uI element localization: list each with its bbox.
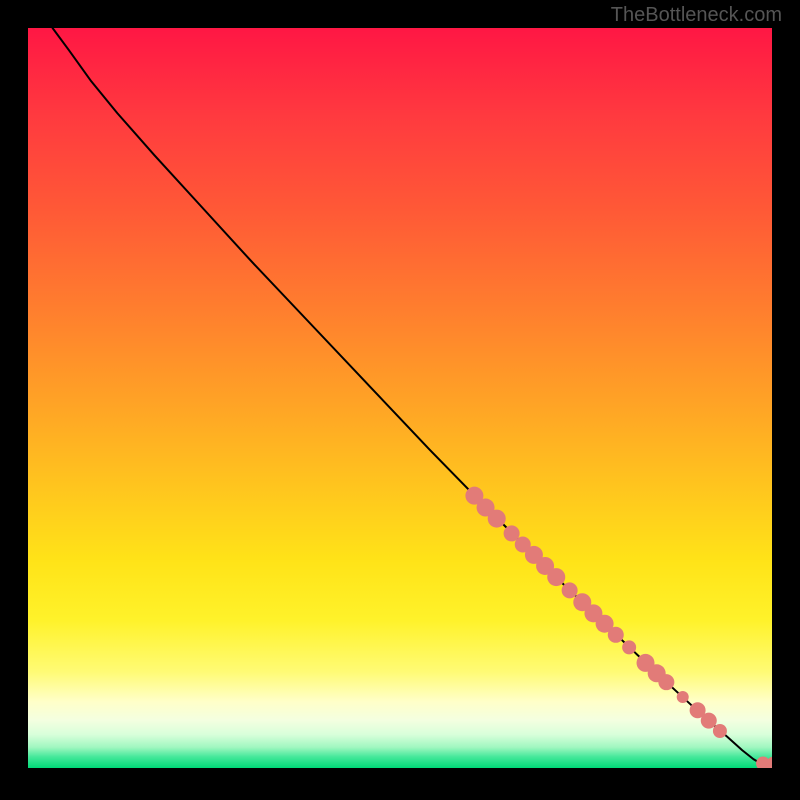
data-marker: [622, 640, 636, 654]
data-marker: [701, 713, 717, 729]
data-marker: [713, 724, 727, 738]
chart-overlay: [28, 28, 772, 768]
bottleneck-curve: [53, 28, 772, 764]
data-marker: [677, 691, 689, 703]
data-marker: [547, 568, 565, 586]
plot-area: [28, 28, 772, 768]
data-markers: [465, 487, 772, 768]
data-marker: [658, 674, 674, 690]
data-marker: [562, 582, 578, 598]
data-marker: [488, 510, 506, 528]
watermark-text: TheBottleneck.com: [611, 4, 782, 27]
data-marker: [608, 627, 624, 643]
